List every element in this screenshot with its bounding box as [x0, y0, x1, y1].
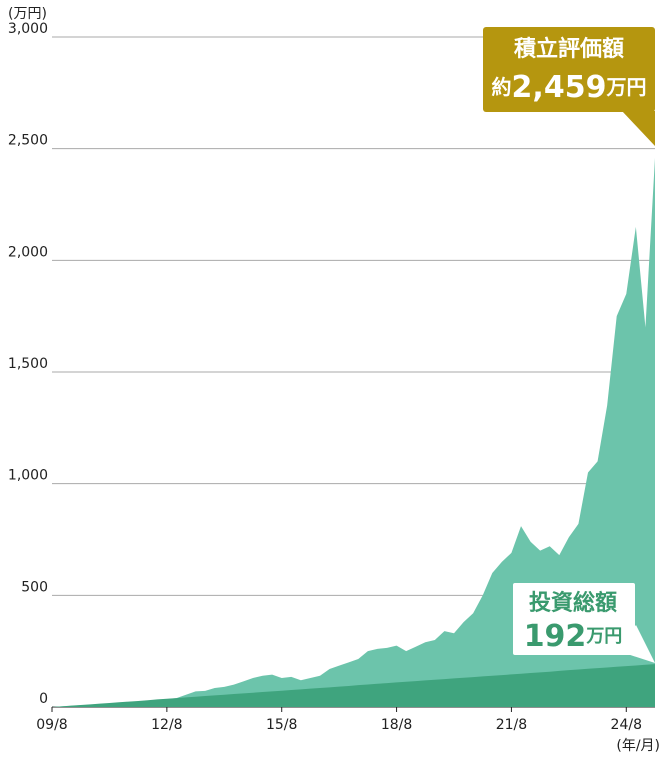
y-tick-label: 1,500: [8, 356, 48, 372]
x-tick-label: 21/8: [496, 717, 527, 733]
x-tick-label: 12/8: [151, 717, 182, 733]
callout-value: 192万円: [524, 619, 623, 654]
x-tick-label: 15/8: [266, 717, 297, 733]
callout-number: 2,459: [512, 70, 607, 105]
callout-pointer: [622, 111, 655, 146]
y-tick-label: 500: [21, 579, 48, 595]
callout-prefix: 約: [492, 75, 512, 99]
y-tick-label: 2,500: [8, 133, 48, 149]
y-tick-label: 0: [39, 691, 48, 707]
area: [52, 157, 655, 707]
x-tick-label: 24/8: [611, 717, 642, 733]
callout-box: [513, 583, 635, 655]
x-tick-label: 18/8: [381, 717, 412, 733]
callout-title: 積立評価額: [514, 36, 624, 62]
area: [52, 664, 655, 707]
y-axis-label: (万円): [8, 6, 47, 22]
callout-unit: 万円: [605, 75, 646, 99]
callout-title: 投資総額: [529, 590, 617, 616]
callout-box: [483, 27, 655, 112]
y-tick-label: 2,000: [8, 244, 48, 260]
x-tick-label: 09/8: [36, 717, 67, 733]
callout-unit: 万円: [585, 626, 622, 647]
y-tick-label: 3,000: [8, 21, 48, 37]
x-axis-label: (年/月): [616, 738, 660, 754]
callout-number: 192: [524, 619, 587, 654]
y-tick-label: 1,000: [8, 468, 48, 484]
callout-value: 約2,459万円: [492, 70, 647, 105]
